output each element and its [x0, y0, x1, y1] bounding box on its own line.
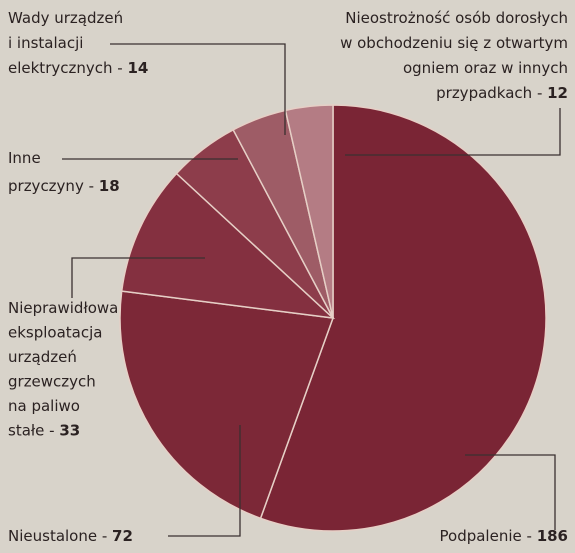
slice-label: Nieprawidłowa [8, 299, 118, 317]
label-separator: - [532, 84, 547, 102]
label-text: Inne [8, 149, 41, 167]
label-text: Nieostrożność osób dorosłych [345, 9, 568, 27]
label-text: przyczyny [8, 177, 84, 195]
pie-slice [259, 104, 547, 532]
label-value: 72 [112, 527, 133, 545]
label-value: 12 [547, 84, 568, 102]
label-text: elektrycznych [8, 59, 113, 77]
pie-slice [119, 290, 335, 520]
label-value: 33 [59, 422, 80, 440]
leader-line [465, 454, 556, 530]
slice-label: ogniem oraz w innych [403, 59, 568, 77]
slice-label: Nieustalone - 72 [8, 527, 133, 545]
slice-label: eksploatacja [8, 324, 102, 342]
leader-line [168, 425, 241, 537]
leader-line [71, 257, 205, 298]
label-text: grzewczych [8, 373, 96, 391]
label-separator: - [522, 527, 537, 545]
slice-label: Nieostrożność osób dorosłych [345, 9, 568, 27]
label-text: urządzeń [8, 348, 77, 366]
slice-label: Inne [8, 149, 41, 167]
label-text: przypadkach [436, 84, 532, 102]
label-text: Wady urządzeń [8, 9, 123, 27]
label-text: eksploatacja [8, 324, 102, 342]
label-text: stałe [8, 422, 44, 440]
slice-label: i instalacji [8, 34, 83, 52]
slice-label: na paliwo [8, 397, 80, 415]
label-text: ogniem oraz w innych [403, 59, 568, 77]
slice-label: Wady urządzeń [8, 9, 123, 27]
leader-line [110, 43, 286, 135]
label-text: w obchodzeniu się z otwartym [340, 34, 568, 52]
label-value: 14 [127, 59, 148, 77]
label-text: i instalacji [8, 34, 83, 52]
label-text: Nieustalone [8, 527, 97, 545]
leader-line [345, 108, 561, 156]
label-text: Podpalenie [440, 527, 522, 545]
slice-label: stałe - 33 [8, 422, 80, 440]
label-separator: - [113, 59, 128, 77]
slice-label: przyczyny - 18 [8, 177, 120, 195]
label-text: na paliwo [8, 397, 80, 415]
slice-label: grzewczych [8, 373, 96, 391]
label-value: 186 [537, 527, 568, 545]
slice-label: w obchodzeniu się z otwartym [340, 34, 568, 52]
label-separator: - [84, 177, 99, 195]
slice-label: przypadkach - 12 [436, 84, 568, 102]
slice-label: urządzeń [8, 348, 77, 366]
pie-slice [120, 172, 336, 320]
slice-label: elektrycznych - 14 [8, 59, 148, 77]
label-value: 18 [99, 177, 120, 195]
label-separator: - [97, 527, 112, 545]
slice-label: Podpalenie - 186 [440, 527, 569, 545]
label-separator: - [44, 422, 59, 440]
label-text: Nieprawidłowa [8, 299, 118, 317]
